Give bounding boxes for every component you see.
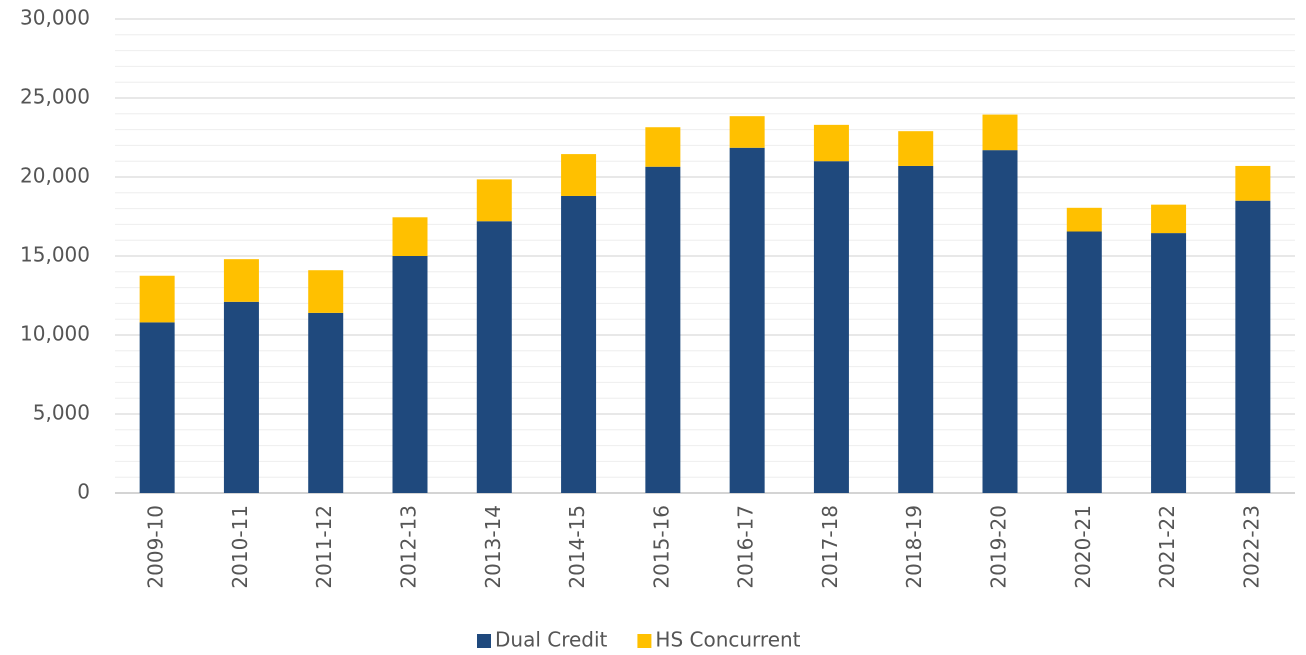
x-tick-label: 2017-18 xyxy=(818,505,842,589)
x-tick-label: 2020-21 xyxy=(1071,505,1095,589)
x-tick-label: 2011-12 xyxy=(312,505,336,589)
bar-segment xyxy=(645,127,681,167)
bar-segment xyxy=(392,256,428,493)
bar-segment xyxy=(392,217,428,256)
y-tick-label: 0 xyxy=(77,480,90,504)
x-tick-label: 2016-17 xyxy=(734,505,758,589)
y-tick-label: 5,000 xyxy=(33,401,90,425)
x-tick-label: 2010-11 xyxy=(228,505,252,589)
bar-segment xyxy=(139,275,175,323)
bar-segment xyxy=(982,114,1018,151)
legend-label: Dual Credit xyxy=(495,628,608,652)
bar-segment xyxy=(476,221,512,494)
bar-segment xyxy=(308,312,344,493)
bar-segment xyxy=(308,270,344,313)
x-tick-label: 2018-19 xyxy=(902,505,926,589)
bar-segment xyxy=(476,179,512,222)
legend-swatch xyxy=(637,634,652,648)
y-tick-label: 15,000 xyxy=(20,243,90,267)
y-tick-label: 20,000 xyxy=(20,164,90,188)
bar-segment xyxy=(561,195,597,493)
bar-segment xyxy=(898,131,934,166)
bar-segment xyxy=(898,165,934,493)
bar-segment xyxy=(813,161,849,493)
bar-segment xyxy=(1235,200,1271,493)
bar-segment xyxy=(223,301,259,493)
y-tick-label: 10,000 xyxy=(20,322,90,346)
bar-segment xyxy=(1151,204,1187,234)
bar-segment xyxy=(729,147,765,493)
bar-segment xyxy=(729,116,765,148)
y-tick-label: 30,000 xyxy=(20,6,90,30)
x-tick-label: 2015-16 xyxy=(649,505,673,589)
legend-label: HS Concurrent xyxy=(655,628,800,652)
bar-segment xyxy=(813,124,849,162)
bar-segment xyxy=(561,154,597,196)
legend-swatch xyxy=(477,634,491,648)
bar-segment xyxy=(1235,165,1271,201)
bar-segment xyxy=(1066,231,1102,493)
x-tick-label: 2014-15 xyxy=(565,505,589,589)
x-tick-label: 2019-20 xyxy=(987,505,1011,589)
bar-segment xyxy=(982,150,1018,493)
x-tick-label: 2021-22 xyxy=(1155,505,1179,589)
bar-segment xyxy=(223,259,259,302)
bar-segment xyxy=(139,322,175,493)
x-tick-label: 2022-23 xyxy=(1239,505,1263,589)
x-tick-label: 2009-10 xyxy=(144,505,168,589)
bar-segment xyxy=(1151,233,1187,493)
x-tick-label: 2013-14 xyxy=(481,505,505,589)
x-tick-label: 2012-13 xyxy=(397,505,421,589)
bar-segment xyxy=(645,166,681,494)
bar-segment xyxy=(1066,207,1102,232)
y-tick-label: 25,000 xyxy=(20,85,90,109)
